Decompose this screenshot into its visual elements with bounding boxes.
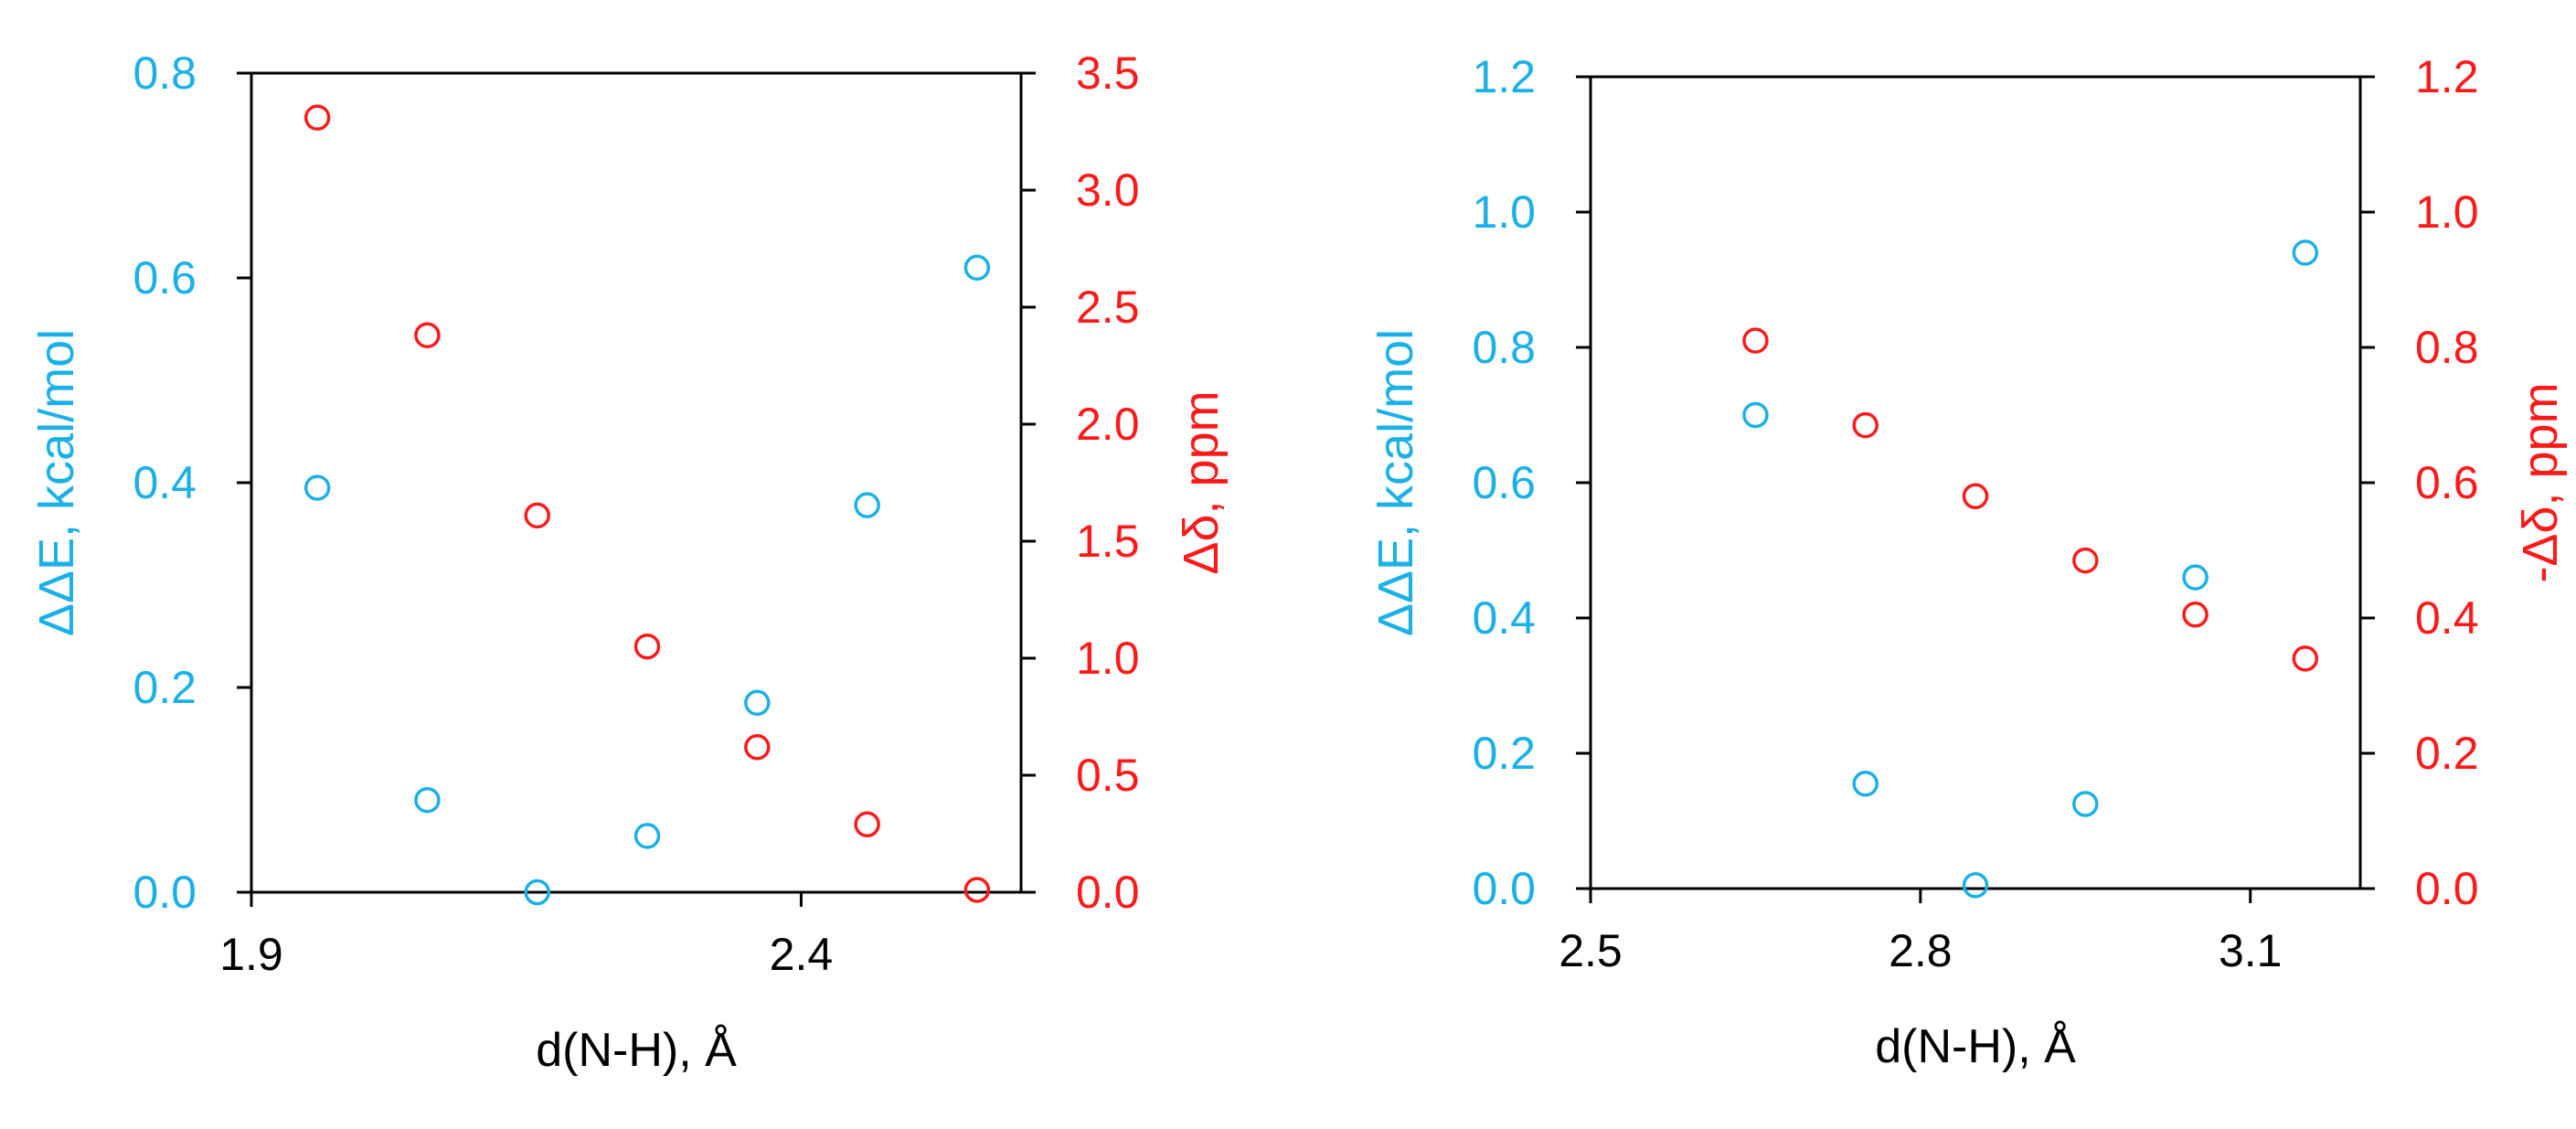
y-left-axis-label: ΔΔE, kcal/mol [29, 329, 84, 636]
delta-shift-data-point [633, 633, 661, 660]
y-left-tick-label: 0.6 [133, 252, 197, 304]
plot-frame [1589, 75, 2362, 890]
y-left-axis-label: ΔΔE, kcal/mol [1368, 329, 1423, 636]
x-tick-label: 2.4 [770, 929, 834, 980]
ddE-data-point [963, 254, 991, 282]
ddE-data-point [744, 689, 771, 717]
delta-shift-data-point [524, 502, 550, 529]
y-right-tick-label: 0.6 [2415, 457, 2479, 508]
y-right-tick-label: 0.8 [2415, 322, 2479, 373]
delta-shift-data-point [1742, 327, 1769, 354]
x-axis-label: d(N-H), Å [1875, 1020, 2076, 1073]
chart-panel-1: 0.0 0.2 0.4 0.6 0.8 0.0 0.5 1.0 1.5 2.0 2.5 3.0 3.5 1… [29, 48, 1229, 1077]
delta-shift-data-point [414, 322, 441, 348]
y-right-tick-label: 0.5 [1076, 750, 1140, 801]
delta-shift-data-point [2292, 645, 2319, 672]
x-axis-label: d(N-H), Å [536, 1024, 737, 1077]
y-left-tick-label: 0.4 [133, 457, 197, 508]
ddE-data-point [524, 879, 550, 906]
y-left-tick-label: 1.0 [1472, 186, 1536, 238]
x-tick-label: 2.5 [1559, 925, 1623, 976]
delta-shift-data-point [854, 811, 880, 838]
ddE-data-point [2182, 564, 2209, 591]
plot-frame [250, 71, 1023, 894]
y-right-tick-label: 0.0 [2415, 863, 2479, 914]
x-tick-label: 1.9 [219, 929, 283, 980]
ddE-data-point [303, 474, 331, 501]
y-left-tick-label: 0.2 [133, 662, 197, 713]
y-right-tick-label: 2.0 [1076, 399, 1140, 450]
ddE-data-point [854, 492, 880, 518]
chart-panel-2: 0.0 0.2 0.4 0.6 0.8 1.0 1.2 0.0 0.2 0.4 0.6 0.8 1.0 1… [1368, 51, 2568, 1073]
ddE-data-point [2292, 240, 2319, 266]
y-right-axis-label: Δδ, ppm [1174, 390, 1229, 574]
y-left-tick-label: 0.2 [1472, 728, 1536, 779]
delta-shift-data-point [2072, 547, 2099, 574]
y-left-tick-label: 1.2 [1472, 51, 1536, 102]
delta-shift-data-point [1852, 411, 1879, 439]
y-left-tick-label: 0.0 [133, 867, 197, 918]
y-right-tick-label: 0.0 [1076, 867, 1140, 918]
ddE-data-point [633, 823, 661, 849]
y-right-tick-label: 3.0 [1076, 165, 1140, 216]
y-left-tick-label: 0.4 [1472, 592, 1536, 644]
y-right-tick-label: 1.0 [1076, 633, 1140, 684]
y-right-tick-label: 1.5 [1076, 516, 1140, 567]
delta-shift-data-point [2182, 602, 2209, 628]
y-left-tick-label: 0.8 [133, 48, 197, 99]
ddE-data-point [2072, 791, 2099, 817]
delta-shift-data-point [1962, 483, 1989, 510]
x-tick-label: 3.1 [2219, 925, 2283, 976]
y-right-tick-label: 3.5 [1076, 48, 1140, 99]
delta-shift-data-point [744, 734, 771, 761]
delta-shift-data-point [303, 104, 331, 131]
y-right-tick-label: 0.2 [2415, 728, 2479, 779]
ddE-data-point [414, 786, 441, 814]
y-left-tick-label: 0.0 [1472, 863, 1536, 914]
y-right-tick-label: 0.4 [2415, 592, 2479, 644]
y-right-tick-label: 1.2 [2415, 51, 2479, 102]
delta-shift-data-point [963, 877, 991, 903]
y-right-tick-label: 1.0 [2415, 186, 2479, 238]
ddE-data-point [1852, 771, 1879, 797]
y-left-tick-label: 0.8 [1472, 322, 1536, 373]
y-right-tick-label: 2.5 [1076, 282, 1140, 333]
ddE-data-point [1962, 872, 1989, 899]
y-right-axis-label: -Δδ, ppm [2513, 382, 2568, 582]
x-tick-label: 2.8 [1889, 925, 1953, 976]
y-left-tick-label: 0.6 [1472, 457, 1536, 508]
ddE-data-point [1742, 401, 1769, 429]
